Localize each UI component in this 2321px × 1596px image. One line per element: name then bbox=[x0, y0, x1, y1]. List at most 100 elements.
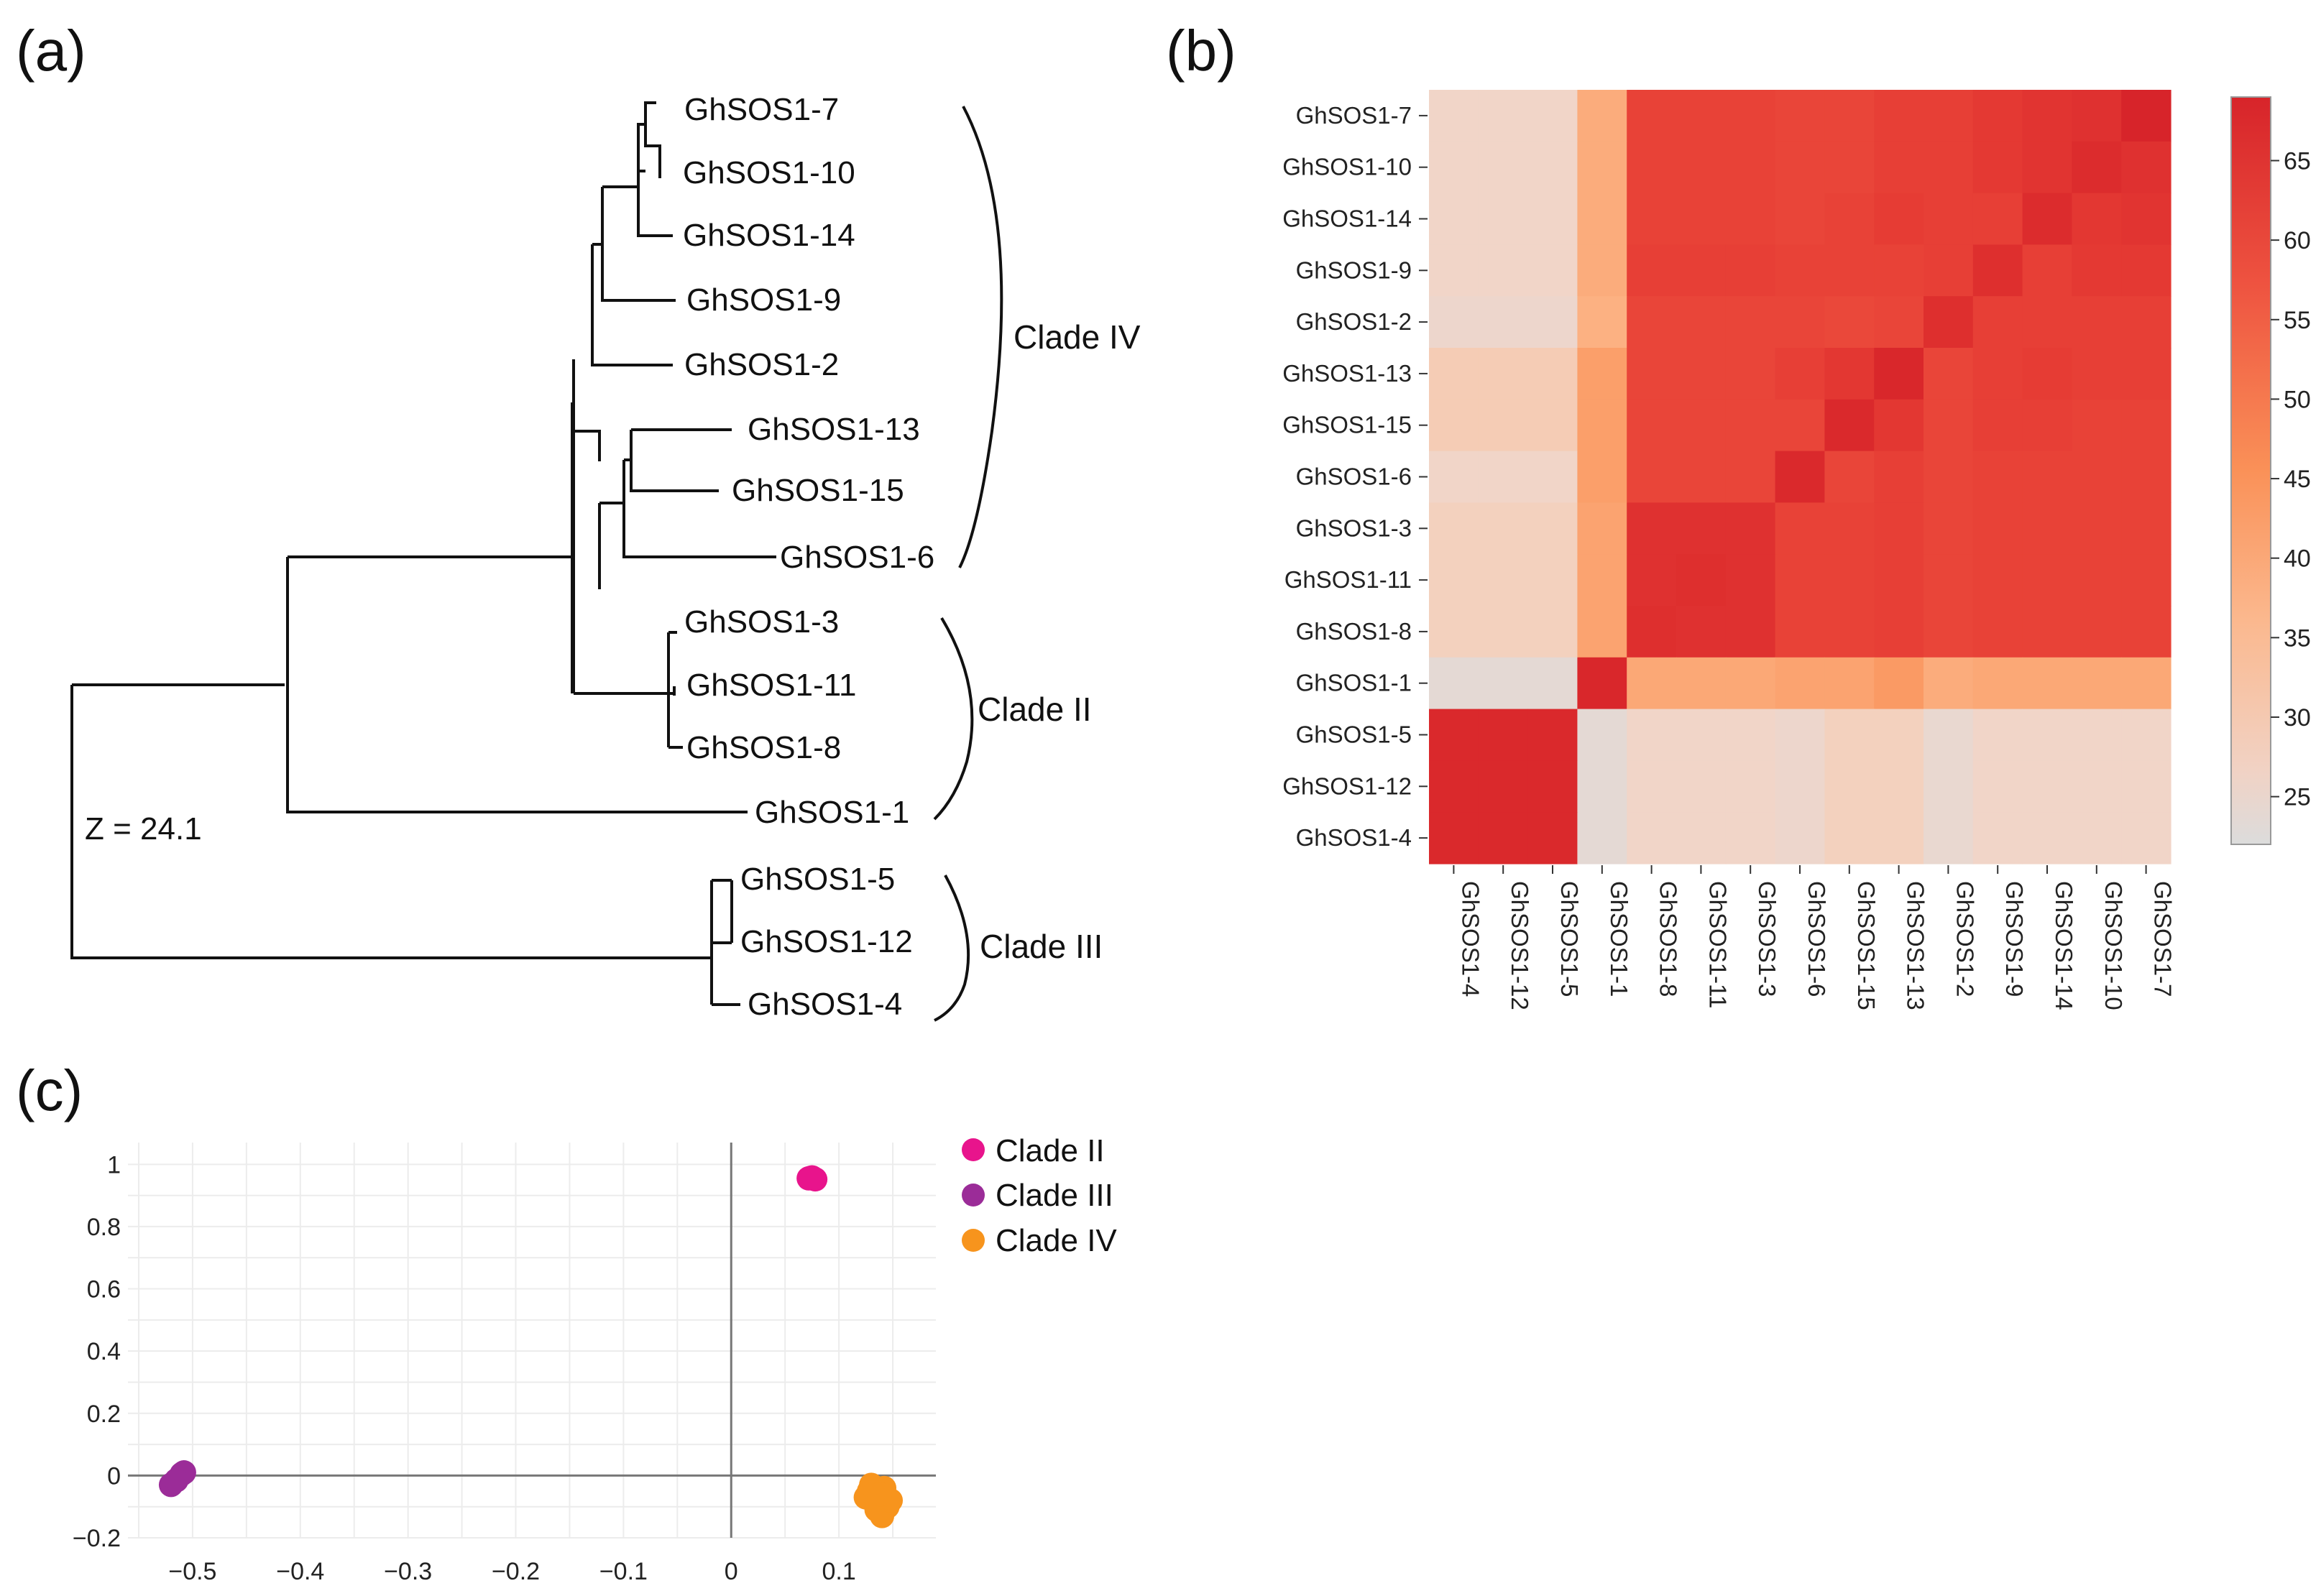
heatmap-row-label: GhSOS1-8 bbox=[1296, 618, 1412, 645]
heatmap-cell bbox=[1627, 141, 1677, 194]
heatmap-cell bbox=[1874, 657, 1924, 710]
heatmap-cell bbox=[2121, 399, 2171, 452]
heatmap-row-label: GhSOS1-4 bbox=[1296, 824, 1412, 851]
y-tick-label: 0.2 bbox=[87, 1401, 121, 1428]
scale-label: Z = 24.1 bbox=[85, 811, 202, 847]
clade-bracket-iii bbox=[934, 875, 970, 1022]
heatmap-cell bbox=[1527, 296, 1578, 349]
heatmap-cell bbox=[2022, 812, 2072, 864]
tree-branch bbox=[710, 879, 740, 1006]
heatmap-cell bbox=[2072, 296, 2122, 349]
heatmap-cell bbox=[1775, 657, 1825, 710]
heatmap-col-label: GhSOS1-1 bbox=[1606, 881, 1632, 997]
heatmap-cell bbox=[1924, 193, 1974, 245]
heatmap-row-label: GhSOS1-7 bbox=[1296, 102, 1412, 129]
heatmap-cell bbox=[1429, 451, 1479, 503]
heatmap-cell bbox=[1478, 451, 1529, 503]
panel-label-c: (c) bbox=[16, 1058, 83, 1122]
heatmap-cell bbox=[1627, 296, 1677, 349]
heatmap-cell bbox=[1627, 502, 1677, 555]
heatmap-cell bbox=[2022, 244, 2072, 297]
heatmap-cell bbox=[2072, 554, 2122, 606]
tree-branch bbox=[644, 101, 661, 178]
panel-label-b: (b) bbox=[1166, 19, 1236, 83]
heatmap-cell bbox=[1627, 812, 1677, 864]
heatmap-cell bbox=[1527, 760, 1578, 813]
heatmap-cell bbox=[1972, 244, 2023, 297]
heatmap-cell bbox=[1478, 90, 1529, 142]
x-tick-label: −0.1 bbox=[599, 1558, 648, 1585]
heatmap-cell bbox=[1429, 502, 1479, 555]
heatmap-cell bbox=[1577, 709, 1627, 761]
scatter-point bbox=[799, 1165, 824, 1190]
heatmap-cell bbox=[1824, 399, 1875, 452]
heatmap-cell bbox=[1924, 657, 1974, 710]
tree-leaf-label: GhSOS1-6 bbox=[780, 540, 934, 575]
heatmap-cell bbox=[1924, 812, 1974, 864]
scatter-points bbox=[158, 1165, 904, 1528]
heatmap-cell bbox=[1972, 141, 2023, 194]
heatmap-cell bbox=[1527, 709, 1578, 761]
heatmap-cell bbox=[2022, 141, 2072, 194]
heatmap-cell bbox=[1627, 90, 1677, 142]
heatmap-cell bbox=[1972, 554, 2023, 606]
heatmap-cell bbox=[1527, 141, 1578, 194]
heatmap-cell bbox=[1725, 399, 1776, 452]
heatmap-cell bbox=[1874, 399, 1924, 452]
y-tick-label: 0.4 bbox=[87, 1338, 121, 1365]
heatmap-cell bbox=[1725, 348, 1776, 400]
heatmap-cell bbox=[1676, 554, 1727, 606]
heatmap-cell bbox=[1429, 399, 1479, 452]
heatmap-cell bbox=[1676, 90, 1727, 142]
tree-branch bbox=[598, 460, 776, 589]
heatmap-cell bbox=[1874, 760, 1924, 813]
colorbar-tick-label: 35 bbox=[2284, 624, 2311, 652]
heatmap-cell bbox=[1725, 760, 1776, 813]
heatmap-cell bbox=[1874, 554, 1924, 606]
tree-leaf-label: GhSOS1-15 bbox=[732, 473, 904, 508]
heatmap-cell bbox=[1874, 502, 1924, 555]
heatmap-cell bbox=[2072, 657, 2122, 710]
heatmap-cell bbox=[1775, 812, 1825, 864]
heatmap-cell bbox=[1429, 709, 1479, 761]
heatmap-cell bbox=[1429, 244, 1479, 297]
colorbar-tick-label: 40 bbox=[2284, 545, 2311, 573]
y-tick-label: 0.6 bbox=[87, 1276, 121, 1304]
heatmap-cell bbox=[1874, 709, 1924, 761]
tree-branch bbox=[624, 428, 732, 492]
heatmap-cell bbox=[1775, 296, 1825, 349]
heatmap-cell bbox=[1627, 657, 1677, 710]
heatmap-cell bbox=[2121, 606, 2171, 658]
heatmap-cell bbox=[1676, 760, 1727, 813]
colorbar-tick-label: 45 bbox=[2284, 466, 2311, 493]
legend-label: Clade III bbox=[996, 1178, 1113, 1213]
heatmap-cell bbox=[1824, 709, 1875, 761]
heatmap-cell bbox=[1924, 348, 1974, 400]
heatmap-cell bbox=[1725, 502, 1776, 555]
tree-branch bbox=[70, 683, 712, 959]
colorbar-tick-label: 25 bbox=[2284, 784, 2311, 811]
heatmap-col-labels: GhSOS1-4 GhSOS1-12 GhSOS1-5 GhSOS1-1 GhSOS1-… bbox=[1453, 865, 2177, 1010]
clade-bracket-ii bbox=[933, 617, 974, 821]
tree-branch bbox=[637, 145, 673, 237]
heatmap-col-label: GhSOS1-7 bbox=[2150, 881, 2177, 997]
heatmap-cell bbox=[1478, 141, 1529, 194]
heatmap-cell bbox=[1775, 348, 1825, 400]
heatmap-cell bbox=[1824, 451, 1875, 503]
heatmap-cell bbox=[1527, 244, 1578, 297]
colorbar-tick-label: 30 bbox=[2284, 704, 2311, 732]
heatmap-cell bbox=[1824, 812, 1875, 864]
heatmap-cell bbox=[2121, 296, 2171, 349]
heatmap-cell bbox=[2121, 709, 2171, 761]
heatmap-cell bbox=[2072, 760, 2122, 813]
heatmap-cell bbox=[2121, 244, 2171, 297]
legend-label: Clade II bbox=[996, 1133, 1105, 1168]
heatmap-cell bbox=[1824, 657, 1875, 710]
heatmap-cell bbox=[1972, 502, 2023, 555]
heatmap-cell bbox=[1924, 554, 1974, 606]
heatmap-cell bbox=[2022, 657, 2072, 710]
pca-scatter: −0.5 −0.4 −0.3 −0.2 −0.1 0 0.1 −0.2 0 0.2 0.4 0.6 0.… bbox=[73, 1133, 1118, 1585]
x-tick-label: −0.2 bbox=[492, 1558, 540, 1585]
heatmap-cell bbox=[1429, 90, 1479, 142]
heatmap-cell bbox=[2022, 709, 2072, 761]
